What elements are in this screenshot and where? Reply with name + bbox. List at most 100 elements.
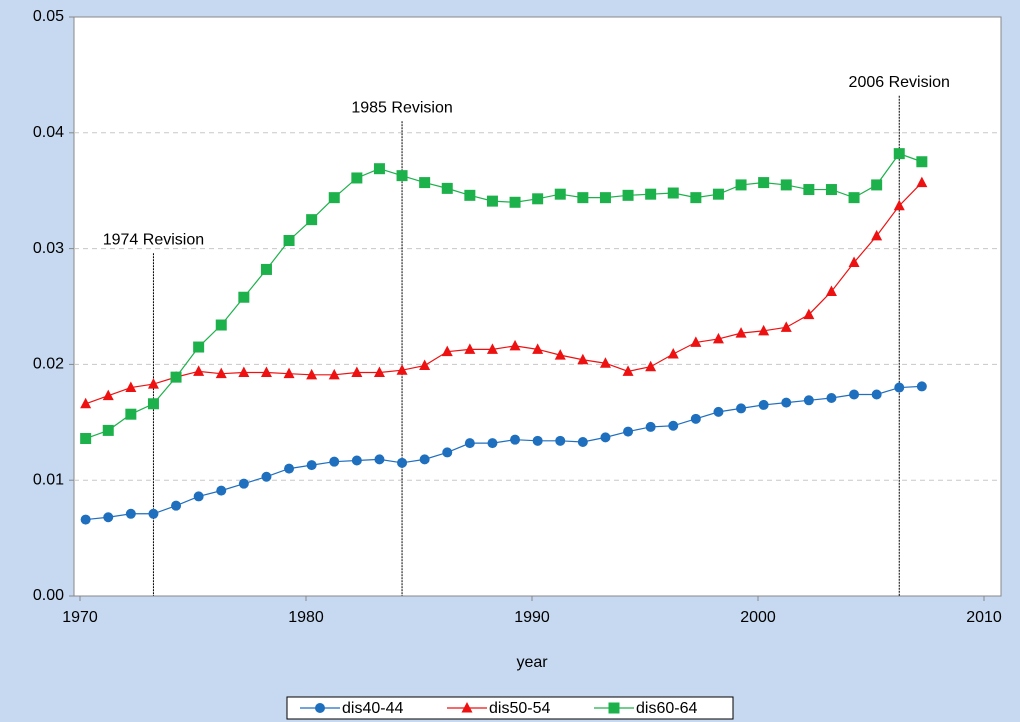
point: [735, 179, 747, 191]
point: [441, 345, 453, 357]
point: [736, 403, 747, 414]
point: [667, 187, 679, 199]
point: [916, 156, 928, 168]
point: [893, 148, 905, 160]
point: [532, 343, 544, 354]
point: [713, 406, 724, 417]
point: [351, 172, 363, 184]
point: [260, 366, 272, 378]
point: [396, 364, 408, 375]
point: [780, 179, 792, 191]
point: [419, 177, 431, 189]
point: [396, 170, 408, 182]
point: [238, 291, 250, 303]
y-tick-label: 0.01: [33, 471, 64, 488]
point: [487, 438, 498, 449]
x-tick-label: 2000: [740, 609, 776, 626]
point: [871, 179, 883, 191]
point: [171, 500, 182, 511]
point: [712, 188, 724, 200]
point: [577, 353, 589, 365]
point: [461, 702, 473, 713]
point: [80, 514, 91, 525]
x-tick-label: 1980: [288, 609, 324, 626]
point: [803, 184, 815, 196]
point: [645, 421, 656, 432]
point: [238, 366, 250, 378]
y-tick-label: 0.02: [33, 356, 64, 373]
point: [193, 341, 205, 353]
point: [599, 192, 611, 204]
x-axis-label: year: [516, 654, 548, 671]
point: [441, 182, 453, 194]
point: [351, 455, 362, 466]
point: [555, 435, 566, 446]
point: [758, 399, 769, 410]
point: [464, 438, 475, 449]
point: [125, 508, 136, 519]
y-tick-label: 0.03: [33, 240, 64, 257]
point: [170, 371, 182, 383]
point: [238, 478, 249, 489]
point: [577, 436, 588, 447]
point: [486, 195, 498, 207]
point: [102, 424, 114, 436]
point: [712, 332, 724, 344]
point: [80, 433, 92, 445]
point: [825, 184, 837, 196]
point: [600, 432, 611, 443]
point: [103, 512, 114, 523]
point: [486, 343, 498, 354]
legend-label: dis40-44: [342, 700, 403, 717]
point: [328, 368, 340, 380]
y-tick-label: 0.05: [33, 8, 64, 25]
point: [284, 463, 295, 474]
point: [623, 426, 634, 437]
point: [283, 234, 295, 246]
point: [509, 196, 521, 208]
point: [261, 471, 272, 482]
point: [690, 336, 702, 347]
point: [554, 349, 566, 360]
annotation-text: 1974 Revision: [103, 231, 204, 248]
point: [329, 456, 340, 467]
point: [306, 368, 318, 380]
x-tick-label: 1990: [514, 609, 550, 626]
plot-area: [73, 16, 1002, 597]
y-tick-label: 0.00: [33, 587, 64, 604]
point: [260, 263, 272, 275]
point: [464, 343, 476, 354]
point: [622, 365, 634, 376]
annotation-text: 2006 Revision: [849, 74, 950, 91]
point: [532, 193, 544, 205]
point: [419, 454, 430, 465]
point: [781, 397, 792, 408]
point: [102, 389, 114, 401]
legend: [286, 696, 734, 720]
point: [216, 485, 227, 496]
point: [758, 324, 770, 336]
point: [373, 163, 385, 175]
point: [599, 357, 611, 368]
point: [577, 192, 589, 204]
point: [397, 457, 408, 468]
point: [645, 188, 657, 200]
point: [894, 382, 905, 393]
point: [871, 229, 883, 241]
point: [147, 378, 159, 389]
point: [608, 702, 620, 714]
series-line: [85, 182, 923, 405]
point: [825, 285, 837, 296]
point: [315, 703, 325, 713]
annotation-text: 1985 Revision: [351, 99, 452, 116]
point: [306, 460, 317, 471]
point: [645, 360, 657, 372]
x-tick-label: 1970: [62, 609, 98, 626]
point: [125, 381, 137, 393]
legend-label: dis50-54: [489, 700, 550, 717]
point: [916, 381, 927, 392]
point: [464, 189, 476, 201]
point: [780, 321, 792, 332]
point: [148, 508, 159, 519]
